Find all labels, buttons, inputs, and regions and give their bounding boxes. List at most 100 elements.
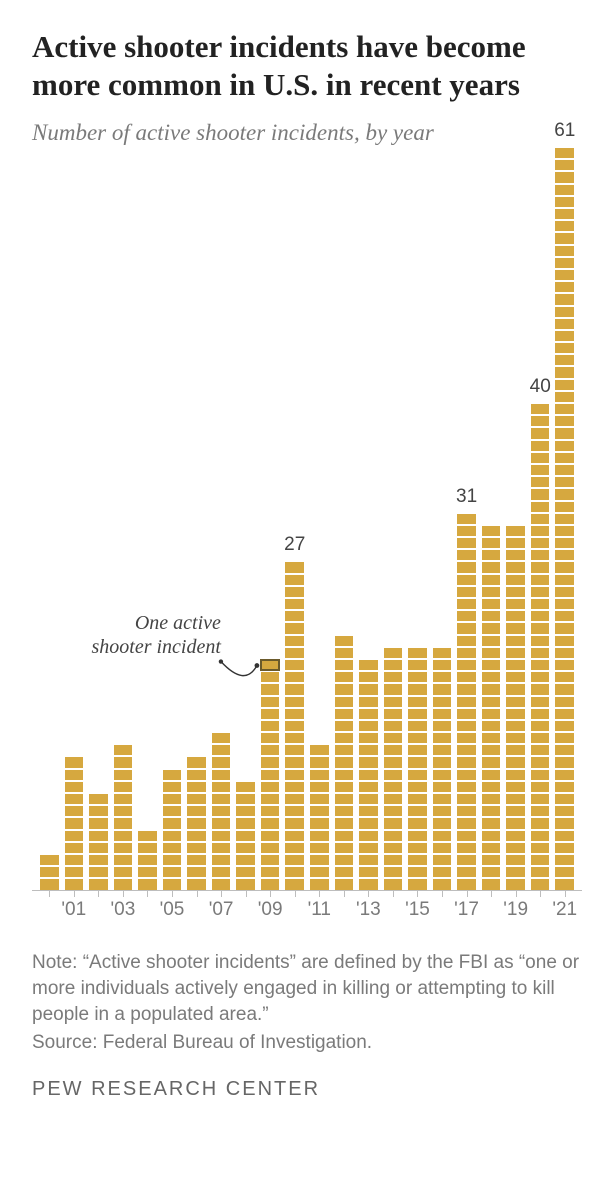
bar-cell [187, 770, 206, 780]
bar-cell [433, 843, 452, 853]
bar-cell [457, 782, 476, 792]
bar-cell [335, 879, 354, 889]
bar-cell [384, 855, 403, 865]
bar-cell [531, 818, 550, 828]
bar-cell [408, 794, 427, 804]
bar-cell [335, 782, 354, 792]
bar-cell [482, 623, 501, 633]
bar-cell [555, 416, 574, 426]
bar-cell [138, 843, 157, 853]
bar-cell [555, 623, 574, 633]
bar-cell [408, 855, 427, 865]
x-tick-slot: '13 [359, 891, 378, 927]
x-tick-label: '19 [503, 899, 528, 921]
chart-source: Source: Federal Bureau of Investigation. [32, 1030, 582, 1056]
bar-cell [335, 709, 354, 719]
bar-cell [359, 831, 378, 841]
x-tick-label: '21 [552, 899, 577, 921]
bar-cell [482, 550, 501, 560]
bar-cell [408, 757, 427, 767]
bar-cell [531, 550, 550, 560]
x-tick-mark [123, 890, 124, 897]
bar-column [408, 648, 427, 890]
bar-cell [335, 648, 354, 658]
bar-cell [457, 879, 476, 889]
bar-cell [408, 806, 427, 816]
bar-cell [261, 818, 280, 828]
chart-note: Note: “Active shooter incidents” are def… [32, 950, 582, 1029]
bar-cell [531, 575, 550, 585]
bar-cell [359, 684, 378, 694]
bar-cell [506, 757, 525, 767]
bar-cell [359, 660, 378, 670]
bar-value-label: 61 [554, 120, 575, 142]
bar-cell [187, 831, 206, 841]
bar-column [506, 526, 525, 890]
bar-cell [555, 575, 574, 585]
bar-column: 27 [285, 562, 304, 889]
x-tick-label: '09 [258, 899, 283, 921]
x-tick-mark [393, 890, 394, 897]
bar-cell [555, 246, 574, 256]
bar-cell [408, 684, 427, 694]
bar-cell [482, 611, 501, 621]
bar-cell [335, 672, 354, 682]
bar-cell [457, 587, 476, 597]
bar-cell [482, 757, 501, 767]
bar-cell [163, 843, 182, 853]
bar-column [261, 660, 280, 890]
x-tick-label: '13 [356, 899, 381, 921]
bar-cell [531, 855, 550, 865]
bar-cell [285, 575, 304, 585]
bar-cell [555, 672, 574, 682]
bar-cell [433, 745, 452, 755]
bar-cell [433, 648, 452, 658]
bar-cell [506, 648, 525, 658]
bar-cell [506, 843, 525, 853]
bar-cell [335, 831, 354, 841]
bar-cell [531, 453, 550, 463]
bar-cell [408, 660, 427, 670]
bar-cell [555, 502, 574, 512]
bar-cell [335, 697, 354, 707]
bar-cell [163, 794, 182, 804]
bar-cell [555, 209, 574, 219]
bar-cell [384, 672, 403, 682]
bar-cell [261, 867, 280, 877]
bar-cell [482, 818, 501, 828]
x-tick-mark [516, 890, 517, 897]
bar-cell [433, 806, 452, 816]
bar-cell [114, 843, 133, 853]
bar-cell [408, 843, 427, 853]
bar-cell [408, 709, 427, 719]
bar-cell [506, 562, 525, 572]
bar-cell [433, 757, 452, 767]
bar-cell [236, 855, 255, 865]
bar-cell [555, 745, 574, 755]
bar-cell [285, 587, 304, 597]
bar-cell [555, 428, 574, 438]
bar-cell [65, 867, 84, 877]
bar-cell [285, 648, 304, 658]
bar-cell [555, 453, 574, 463]
bar-cell [335, 843, 354, 853]
bar-cell [482, 697, 501, 707]
bar-cell [457, 684, 476, 694]
bar-cell [433, 855, 452, 865]
bar-cell [261, 806, 280, 816]
bar-cell [335, 794, 354, 804]
bar-cell [457, 721, 476, 731]
bar-cell [359, 855, 378, 865]
bar-cell [506, 733, 525, 743]
bar-cell [89, 818, 108, 828]
bar-cell [555, 684, 574, 694]
bar-cell [555, 477, 574, 487]
bar-cell [555, 148, 574, 158]
bar-cell [359, 843, 378, 853]
bar-cell [531, 441, 550, 451]
bar-cell [285, 867, 304, 877]
bar-cell [187, 794, 206, 804]
bar-cell [555, 367, 574, 377]
bar-cell [65, 794, 84, 804]
bar-cell [359, 757, 378, 767]
